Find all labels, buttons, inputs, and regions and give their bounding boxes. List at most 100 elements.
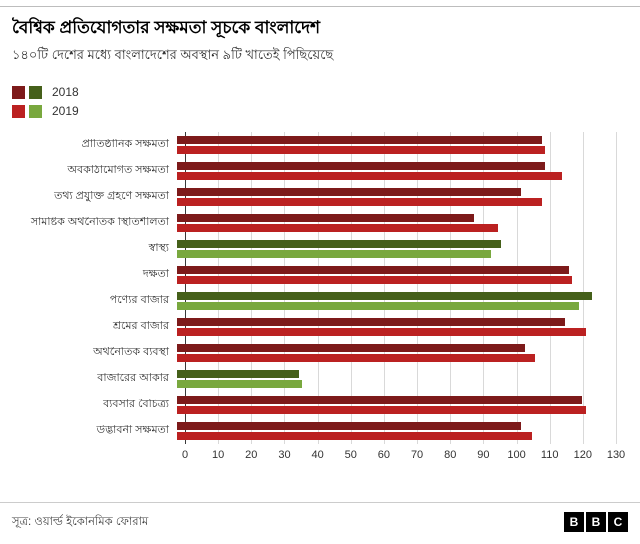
x-tick-label: 70 <box>410 449 424 462</box>
x-tick-label: 100 <box>507 449 526 462</box>
bar-2019 <box>177 198 542 207</box>
chart-row: প্রাতিষ্ঠানিক সক্ষমতা <box>12 132 616 158</box>
gridline <box>251 132 253 445</box>
category-label: শ্রমের বাজার <box>112 321 169 333</box>
y-axis-line <box>185 132 186 445</box>
bar-2018 <box>177 136 542 145</box>
bbc-logo: B B C <box>564 512 628 532</box>
bar-group <box>177 214 616 233</box>
bar-2018 <box>177 292 593 301</box>
x-tick-label: 130 <box>606 449 626 462</box>
bbc-logo-block: B <box>586 512 606 532</box>
x-tick-label: 30 <box>278 449 291 462</box>
gridline <box>218 132 220 445</box>
gridline <box>417 132 419 445</box>
legend-label: 2019 <box>52 104 79 119</box>
top-divider <box>0 6 640 7</box>
category-label: স্বাস্থ্য <box>148 243 169 255</box>
x-tick-label: 110 <box>540 449 559 462</box>
bar-group <box>177 292 616 311</box>
bar-2019 <box>177 406 586 415</box>
bar-2018 <box>177 344 525 353</box>
bbc-logo-block: B <box>564 512 584 532</box>
category-label: দক্ষতা <box>142 269 169 281</box>
gridline <box>582 132 584 445</box>
legend-item: 2018 <box>12 85 628 99</box>
gridline <box>317 132 319 445</box>
category-label: ব্যবসার বৈচিত্র্য <box>103 399 169 411</box>
source-text: সূত্র: ওয়ার্ল্ড ইকোনমিক ফোরাম <box>12 515 149 528</box>
legend-swatch-red <box>12 104 25 118</box>
chart-rows: প্রাতিষ্ঠানিক সক্ষমতা অবকাঠামোগত সক্ষমতা ত… <box>12 132 616 444</box>
bbc-logo-block: C <box>608 512 628 532</box>
bar-2019 <box>177 276 573 285</box>
bar-group <box>177 318 616 337</box>
chart-row: শ্রমের বাজার <box>12 314 616 340</box>
chart-row: পণ্যের বাজার <box>12 288 616 314</box>
bar-2019 <box>177 172 562 181</box>
bar-2018 <box>177 214 475 223</box>
x-tick-label: 120 <box>573 449 593 462</box>
bar-2019 <box>177 432 532 441</box>
bar-group <box>177 396 616 415</box>
chart-header: বৈশ্বিক প্রতিযোগতার সক্ষমতা সূচকে বাংলাদ… <box>0 7 640 67</box>
category-label: অবকাঠামোগত সক্ষমতা <box>67 165 169 177</box>
bar-2018 <box>177 396 583 405</box>
chart-row: ব্যবসার বৈচিত্র্য <box>12 392 616 418</box>
gridline <box>616 132 617 445</box>
page-title: বৈশ্বিক প্রতিযোগতার সক্ষমতা সূচকে বাংলাদ… <box>12 18 321 37</box>
x-tick-label: 90 <box>477 449 490 462</box>
bar-2019 <box>177 328 586 337</box>
bar-group <box>177 240 616 259</box>
legend-item: 2019 <box>12 104 628 118</box>
bar-group <box>177 266 616 285</box>
footer: সূত্র: ওয়ার্ল্ড ইকোনমিক ফোরাম B B C <box>0 502 640 544</box>
bar-chart: প্রাতিষ্ঠানিক সক্ষমতা অবকাঠামোগত সক্ষমতা ত… <box>12 132 625 464</box>
bar-2019 <box>177 302 579 311</box>
chart-row: বাজারের আকার <box>12 366 616 392</box>
bar-2019 <box>177 250 492 259</box>
legend: 2018 2019 <box>0 67 640 118</box>
chart-row: অবকাঠামোগত সক্ষমতা <box>12 158 616 184</box>
bar-group <box>177 344 616 363</box>
category-label: উদ্ভাবনী সক্ষমতা <box>96 425 169 437</box>
bar-group <box>177 136 616 155</box>
bar-2019 <box>177 354 535 363</box>
gridline <box>483 132 485 445</box>
bar-group <box>177 162 616 181</box>
x-axis: 0 10 20 30 40 50 60 70 80 90 100 110 120 130 <box>181 444 625 464</box>
gridline <box>549 132 551 445</box>
bar-2018 <box>177 318 566 327</box>
bar-2018 <box>177 370 299 379</box>
bar-group <box>177 188 616 207</box>
legend-swatch-green <box>29 104 42 118</box>
x-tick-label: 10 <box>212 449 225 462</box>
chart-body: প্রাতিষ্ঠানিক সক্ষমতা অবকাঠামোগত সক্ষমতা ত… <box>12 132 617 445</box>
gridline <box>284 132 286 445</box>
page-subtitle: ১৪০টি দেশের মধ্যে বাংলাদেশের অবস্থান ৯টি… <box>12 47 334 63</box>
bar-group <box>177 422 616 441</box>
category-label: তথ্য প্রযুক্তি গ্রহণে সক্ষমতা <box>54 191 169 203</box>
bar-2018 <box>177 188 522 197</box>
x-tick-label: 0 <box>181 449 189 462</box>
chart-row: তথ্য প্রযুক্তি গ্রহণে সক্ষমতা <box>12 184 616 210</box>
bar-2018 <box>177 266 569 275</box>
bar-2018 <box>177 422 522 431</box>
x-tick-label: 60 <box>377 449 391 462</box>
legend-swatch-green <box>29 85 42 99</box>
x-tick-label: 20 <box>245 449 258 462</box>
x-tick-label: 50 <box>344 449 357 462</box>
category-label: অর্থনৈতিক ব্যবস্থা <box>93 347 169 359</box>
gridline <box>516 132 518 445</box>
legend-swatch-red <box>12 85 25 99</box>
gridline <box>383 132 385 445</box>
bar-2019 <box>177 146 546 155</box>
chart-row: দক্ষতা <box>12 262 616 288</box>
bar-group <box>177 370 616 389</box>
x-tick-label: 80 <box>444 449 457 462</box>
gridlines <box>185 132 617 445</box>
chart-row: স্বাস্থ্য <box>12 236 616 262</box>
bar-2018 <box>177 240 502 249</box>
bar-2018 <box>177 162 546 171</box>
category-label: সামষ্টিক অর্থনৈতিক স্থিতিশীলতা <box>30 217 169 229</box>
